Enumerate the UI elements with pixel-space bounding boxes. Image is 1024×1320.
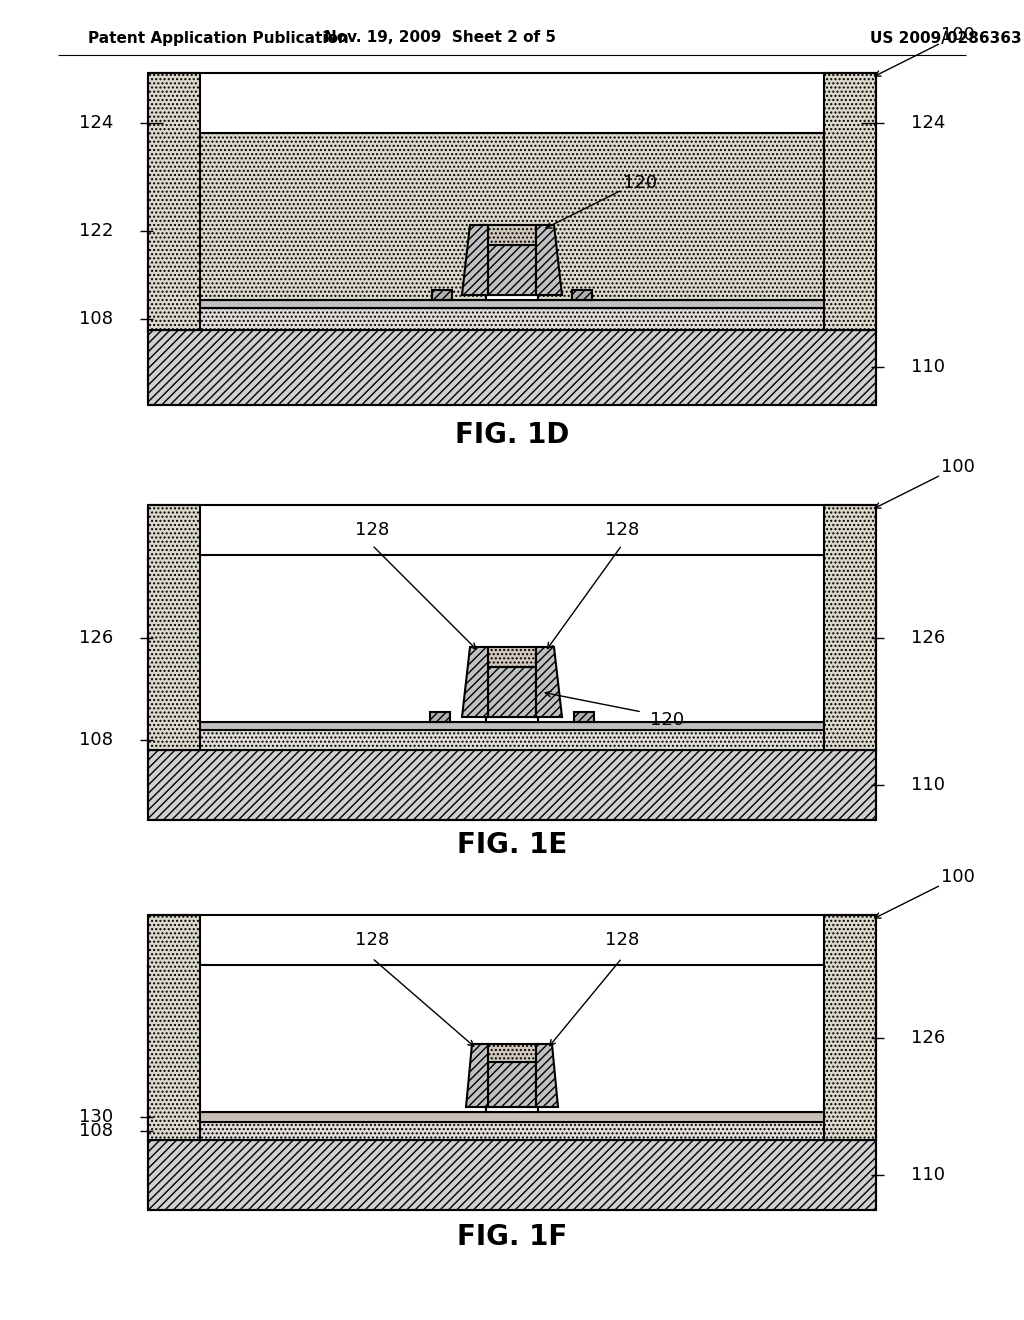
Bar <box>148 730 876 750</box>
Bar <box>148 330 876 405</box>
Bar <box>148 1111 876 1122</box>
Text: 100: 100 <box>941 458 975 477</box>
Text: 126: 126 <box>911 630 945 647</box>
Bar <box>486 717 538 722</box>
Bar <box>481 1044 543 1063</box>
Polygon shape <box>536 224 562 294</box>
Bar <box>824 506 876 750</box>
Text: 126: 126 <box>79 630 113 647</box>
Bar <box>148 722 876 730</box>
Bar <box>148 750 876 820</box>
Polygon shape <box>462 647 488 717</box>
Text: 128: 128 <box>355 931 389 949</box>
Bar <box>148 133 876 300</box>
Text: Patent Application Publication: Patent Application Publication <box>88 30 349 45</box>
Text: 110: 110 <box>911 1166 945 1184</box>
Text: 124: 124 <box>911 114 945 132</box>
Bar <box>148 965 876 1111</box>
Text: 128: 128 <box>355 521 389 539</box>
Text: 130: 130 <box>79 1107 113 1126</box>
Bar <box>574 711 594 722</box>
Text: FIG. 1F: FIG. 1F <box>457 1224 567 1251</box>
Text: 126: 126 <box>911 1030 945 1047</box>
Text: 108: 108 <box>79 731 113 748</box>
Bar <box>430 711 450 722</box>
Bar <box>480 647 544 667</box>
Text: 120: 120 <box>623 174 657 191</box>
Text: 110: 110 <box>911 358 945 376</box>
Polygon shape <box>536 647 562 717</box>
Bar <box>486 1107 538 1111</box>
Bar <box>148 1140 876 1210</box>
Bar <box>148 915 200 1140</box>
Bar <box>572 290 592 300</box>
Polygon shape <box>488 246 536 294</box>
Polygon shape <box>488 667 536 717</box>
Text: US 2009/0286363 A1: US 2009/0286363 A1 <box>870 30 1024 45</box>
Text: 122: 122 <box>79 222 113 240</box>
Text: 128: 128 <box>605 931 639 949</box>
Bar <box>148 308 876 330</box>
Text: 100: 100 <box>941 869 975 886</box>
Polygon shape <box>488 1063 536 1107</box>
Text: 128: 128 <box>605 521 639 539</box>
Polygon shape <box>466 1044 488 1107</box>
Bar <box>148 554 876 722</box>
Text: 110: 110 <box>911 776 945 795</box>
Bar <box>148 1122 876 1140</box>
Bar <box>824 73 876 330</box>
Text: 108: 108 <box>79 310 113 327</box>
Text: 108: 108 <box>79 1122 113 1140</box>
Text: Nov. 19, 2009  Sheet 2 of 5: Nov. 19, 2009 Sheet 2 of 5 <box>324 30 556 45</box>
Text: 100: 100 <box>941 26 975 44</box>
Bar <box>480 224 544 246</box>
Bar <box>148 300 876 308</box>
Bar <box>486 294 538 300</box>
Text: FIG. 1E: FIG. 1E <box>457 832 567 859</box>
Bar <box>432 290 452 300</box>
Text: 120: 120 <box>650 711 684 729</box>
Text: 124: 124 <box>79 114 113 132</box>
Bar <box>824 915 876 1140</box>
Text: FIG. 1D: FIG. 1D <box>455 421 569 449</box>
Polygon shape <box>462 224 488 294</box>
Bar <box>148 73 200 330</box>
Polygon shape <box>536 1044 558 1107</box>
Bar <box>148 506 200 750</box>
